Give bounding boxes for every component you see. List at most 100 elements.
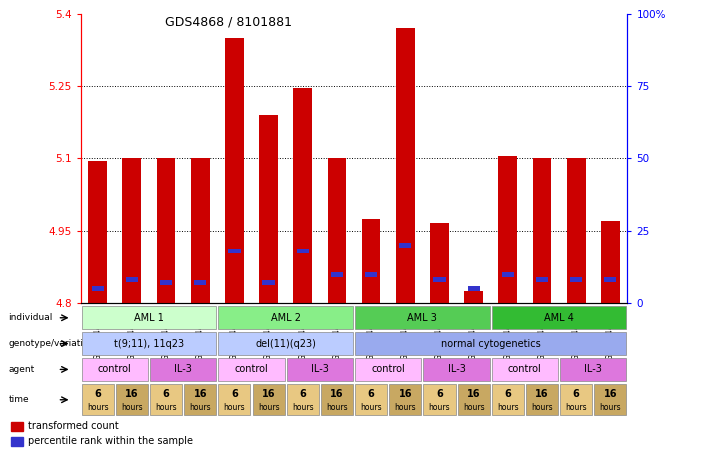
Text: hours: hours xyxy=(292,403,313,412)
Bar xyxy=(355,384,387,415)
Text: IL-3: IL-3 xyxy=(585,364,602,375)
Text: control: control xyxy=(372,364,405,375)
Text: hours: hours xyxy=(360,403,382,412)
Bar xyxy=(218,306,353,329)
Bar xyxy=(533,159,552,303)
Bar xyxy=(92,286,104,291)
Bar xyxy=(218,332,353,355)
Text: 16: 16 xyxy=(193,389,207,399)
Bar xyxy=(88,161,107,303)
Bar xyxy=(116,384,148,415)
Bar xyxy=(560,384,592,415)
Bar xyxy=(81,306,217,329)
Text: 16: 16 xyxy=(535,389,549,399)
Bar xyxy=(355,358,421,381)
Bar xyxy=(331,272,343,276)
Text: AML 3: AML 3 xyxy=(407,313,437,323)
Bar xyxy=(218,358,285,381)
Text: 6: 6 xyxy=(505,389,511,399)
Text: 6: 6 xyxy=(436,389,443,399)
Bar xyxy=(150,384,182,415)
Bar xyxy=(81,332,217,355)
Bar xyxy=(229,249,240,253)
Bar xyxy=(293,88,312,303)
Text: control: control xyxy=(235,364,268,375)
Bar xyxy=(321,384,353,415)
Bar xyxy=(526,384,558,415)
Bar xyxy=(570,278,583,282)
Bar xyxy=(491,306,627,329)
Text: IL-3: IL-3 xyxy=(311,364,329,375)
Text: hours: hours xyxy=(463,403,484,412)
Bar xyxy=(259,115,278,303)
Bar xyxy=(365,272,377,276)
Text: 6: 6 xyxy=(299,389,306,399)
Text: AML 2: AML 2 xyxy=(271,313,301,323)
Bar xyxy=(81,384,114,415)
Bar xyxy=(252,384,285,415)
Text: hours: hours xyxy=(87,403,109,412)
Text: 6: 6 xyxy=(231,389,238,399)
Bar xyxy=(560,358,627,381)
Bar xyxy=(81,358,148,381)
Text: hours: hours xyxy=(531,403,553,412)
Text: hours: hours xyxy=(565,403,587,412)
Bar xyxy=(491,358,558,381)
Bar xyxy=(458,384,490,415)
Bar xyxy=(604,278,616,282)
Bar xyxy=(536,278,548,282)
Text: IL-3: IL-3 xyxy=(448,364,465,375)
Bar xyxy=(160,280,172,285)
Text: genotype/variation: genotype/variation xyxy=(8,339,95,348)
Text: transformed count: transformed count xyxy=(28,421,118,431)
Bar xyxy=(566,159,585,303)
Text: IL-3: IL-3 xyxy=(175,364,192,375)
Bar xyxy=(594,384,627,415)
Bar xyxy=(355,306,490,329)
Text: hours: hours xyxy=(224,403,245,412)
Bar xyxy=(464,291,483,303)
Bar xyxy=(399,243,411,248)
Bar xyxy=(601,221,620,303)
Bar xyxy=(287,384,319,415)
Text: 6: 6 xyxy=(163,389,170,399)
Text: hours: hours xyxy=(326,403,348,412)
Bar xyxy=(191,159,210,303)
Text: hours: hours xyxy=(189,403,211,412)
Text: hours: hours xyxy=(599,403,621,412)
Text: AML 1: AML 1 xyxy=(134,313,164,323)
Bar xyxy=(502,272,514,276)
Bar xyxy=(423,358,490,381)
Text: hours: hours xyxy=(121,403,143,412)
Bar xyxy=(362,219,381,303)
Bar xyxy=(498,156,517,303)
Text: agent: agent xyxy=(8,365,34,374)
Bar xyxy=(389,384,421,415)
Bar xyxy=(287,358,353,381)
Bar xyxy=(11,437,22,446)
Bar xyxy=(468,286,479,291)
Text: 6: 6 xyxy=(368,389,374,399)
Bar xyxy=(262,280,275,285)
Text: hours: hours xyxy=(428,403,450,412)
Bar xyxy=(433,278,446,282)
Bar xyxy=(327,159,346,303)
Bar xyxy=(430,223,449,303)
Text: t(9;11), 11q23: t(9;11), 11q23 xyxy=(114,338,184,349)
Text: hours: hours xyxy=(258,403,280,412)
Bar xyxy=(355,332,627,355)
Text: 6: 6 xyxy=(573,389,580,399)
Bar xyxy=(225,38,244,303)
Text: individual: individual xyxy=(8,313,53,322)
Text: 16: 16 xyxy=(398,389,412,399)
Text: hours: hours xyxy=(155,403,177,412)
Text: 6: 6 xyxy=(95,389,101,399)
Text: 16: 16 xyxy=(125,389,139,399)
Text: 16: 16 xyxy=(330,389,343,399)
Bar xyxy=(184,384,217,415)
Bar xyxy=(218,384,250,415)
Text: del(11)(q23): del(11)(q23) xyxy=(255,338,316,349)
Text: hours: hours xyxy=(395,403,416,412)
Text: 16: 16 xyxy=(467,389,480,399)
Bar xyxy=(491,384,524,415)
